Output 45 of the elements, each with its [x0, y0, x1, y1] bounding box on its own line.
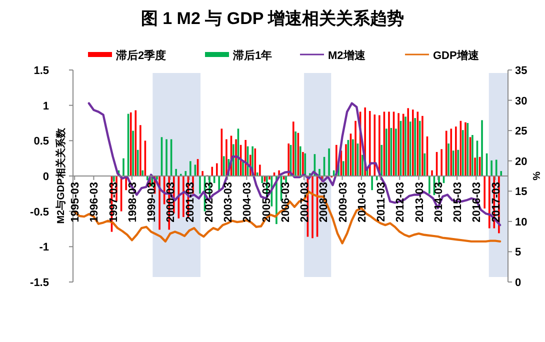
y2-axis-title: %	[530, 172, 541, 181]
x-tick-label: 2000-03	[165, 182, 178, 222]
x-tick-label: 2007-03	[299, 182, 312, 222]
y2-tick-label: 30	[515, 95, 528, 108]
x-tick-label: 2014-03	[432, 182, 445, 222]
x-tick-label: 2011-03	[376, 182, 388, 222]
x-tick-label: 2016-03	[471, 182, 484, 222]
x-tick-label: 1998-03	[126, 182, 139, 222]
y-tick-label: 0	[42, 171, 49, 183]
y-axis-title: M2与GDP相关关系数	[55, 127, 67, 224]
legend-label: 滞后2季度	[115, 49, 166, 62]
y2-tick-label: 35	[515, 65, 528, 77]
x-tick-label: 2013-03	[414, 182, 426, 222]
legend-label: GDP增速	[433, 49, 480, 62]
legend-label: M2增速	[328, 49, 366, 62]
y2-tick-label: 20	[515, 156, 528, 168]
x-tick-label: 2015-03	[452, 182, 464, 222]
x-tick-label: 1996-03	[88, 182, 101, 222]
x-tick-label: 1995-03	[70, 182, 82, 222]
x-tick-label: 2002-03	[203, 182, 216, 222]
chart-title: 图 1 M2 与 GDP 增速相关关系趋势	[140, 9, 404, 28]
y-tick-label: -1	[39, 242, 49, 254]
x-tick-label: 2010-03	[356, 182, 368, 222]
y2-tick-label: 5	[515, 246, 522, 259]
x-tick-label: 2003-03	[222, 182, 235, 222]
y-tick-label: 1.5	[34, 65, 49, 77]
y2-tick-label: 15	[515, 186, 528, 198]
y-tick-label: 1	[42, 100, 49, 112]
legend-label: 滞后1年	[232, 49, 272, 62]
y-tick-label: -0.5	[30, 206, 49, 218]
y-tick-label: -1.5	[30, 277, 49, 289]
x-tick-label: 2009-03	[337, 182, 350, 222]
x-tick-label: 2012-03	[394, 182, 407, 222]
x-tick-label: 1997-03	[108, 182, 120, 222]
x-tick-label: 1999-03	[146, 182, 158, 222]
x-tick-label: 2005-03	[260, 182, 273, 222]
y2-tick-label: 10	[515, 216, 528, 228]
x-tick-label: 2017-03	[490, 182, 502, 222]
y2-tick-label: 25	[515, 126, 528, 138]
x-tick-label: 2008-03	[318, 182, 330, 222]
y-tick-label: 0.5	[34, 136, 49, 148]
y2-tick-label: 0	[515, 277, 522, 289]
x-tick-label: 2006-03	[280, 182, 292, 222]
x-tick-label: 2004-03	[242, 182, 254, 222]
x-tick-label: 2001-03	[184, 182, 196, 222]
